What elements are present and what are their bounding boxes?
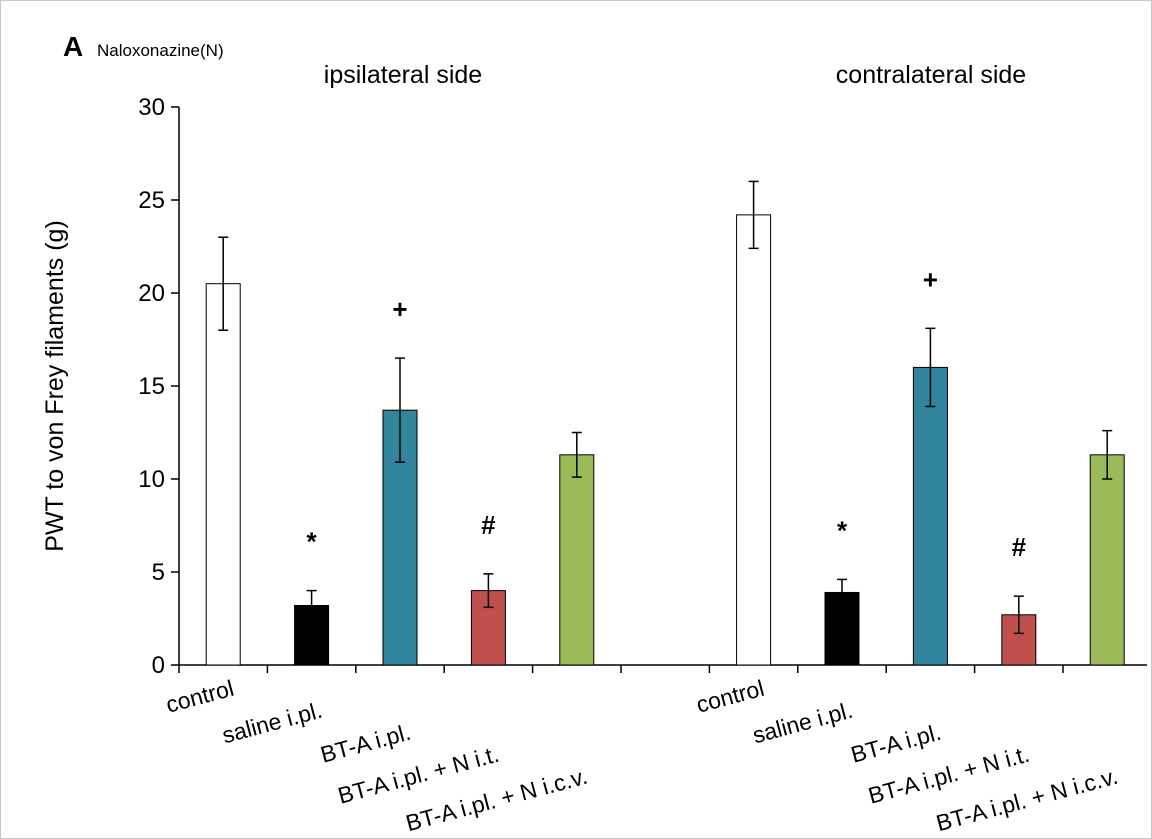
y-tick-label-10: 10 xyxy=(138,466,165,493)
group-title-ipsilateral: ipsilateral side xyxy=(324,61,482,89)
category-label-g1-c1: saline i.pl. xyxy=(750,697,856,749)
group-title-contralateral: contralateral side xyxy=(836,61,1026,89)
category-label-g0-c2: BT-A i.pl. xyxy=(318,719,414,768)
bar-g0-c0 xyxy=(205,283,241,666)
category-label-g1-c2: BT-A i.pl. xyxy=(848,719,944,768)
panel-subtitle: Naloxonazine(N) xyxy=(97,41,224,60)
y-axis-label: PWT to von Frey filaments (g) xyxy=(41,220,69,552)
axes: 0 5 10 15 20 25 30 xyxy=(138,94,1147,679)
category-label-g1-c0: control xyxy=(693,675,766,718)
bar-g1-c2 xyxy=(912,366,948,666)
y-tick-label-5: 5 xyxy=(152,559,165,586)
bar-g1-c0 xyxy=(736,214,772,666)
y-tick-label-30: 30 xyxy=(138,94,165,121)
significance-marker-g1-c3: # xyxy=(1012,532,1027,562)
bar-g0-c4 xyxy=(559,454,595,666)
significance-marker-g0-c2: + xyxy=(392,294,407,324)
panel-letter: A xyxy=(63,31,83,62)
category-label-g0-c1: saline i.pl. xyxy=(219,697,325,749)
bar-g1-c4 xyxy=(1089,454,1125,666)
chart-marks: control * saline i.pl. + BT-A i.pl. # BT-A i.p… xyxy=(163,180,1125,836)
y-tick-label-25: 25 xyxy=(138,187,165,214)
significance-marker-g0-c3: # xyxy=(481,510,496,540)
significance-marker-g1-c2: + xyxy=(923,264,938,294)
significance-marker-g0-c1: * xyxy=(307,527,318,557)
y-tick-label-15: 15 xyxy=(138,373,165,400)
y-tick-label-0: 0 xyxy=(152,652,165,679)
significance-marker-g1-c1: * xyxy=(837,515,848,545)
y-tick-label-20: 20 xyxy=(138,280,165,307)
category-label-g0-c0: control xyxy=(163,675,236,718)
